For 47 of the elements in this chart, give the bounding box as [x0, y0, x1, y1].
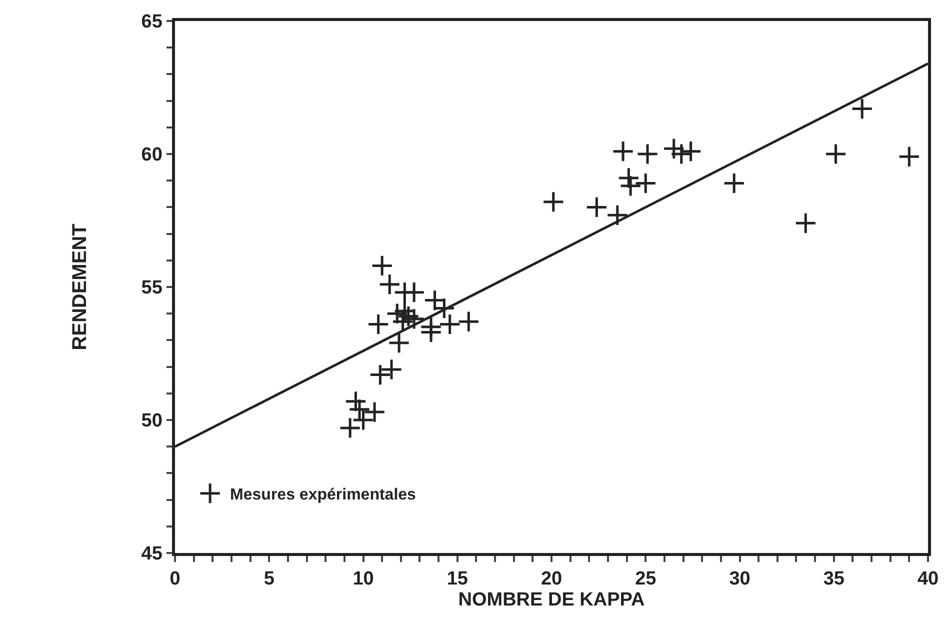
x-tick-label: 5 [264, 568, 275, 590]
point [364, 400, 386, 424]
point [438, 313, 461, 336]
point [371, 254, 394, 277]
point [378, 273, 401, 296]
point [397, 305, 420, 328]
point [542, 190, 564, 213]
point [352, 408, 374, 432]
point [851, 98, 874, 120]
point [618, 166, 640, 189]
x-tick-label: 0 [170, 568, 180, 590]
point [348, 398, 371, 420]
point [386, 302, 408, 325]
x-tick-label: 15 [446, 568, 468, 590]
point [388, 332, 410, 354]
point [723, 172, 746, 194]
point [612, 140, 634, 162]
x-tick-label: 10 [352, 568, 374, 590]
legend-label: Mesures expérimentales [230, 486, 416, 504]
x-tick-label: 35 [823, 568, 845, 590]
y-tick-label: 45 [141, 544, 163, 565]
point [344, 390, 367, 412]
x-tick-label: 20 [540, 568, 562, 590]
x-tick-label: 30 [729, 568, 750, 590]
point [634, 172, 657, 194]
point [824, 142, 847, 166]
point [586, 196, 608, 218]
point [339, 416, 362, 440]
y-tick-label: 60 [141, 144, 162, 166]
y-tick-label: 65 [141, 12, 163, 33]
y-tick-label: 50 [141, 410, 162, 432]
point [420, 321, 442, 344]
point [636, 142, 659, 166]
point [662, 138, 685, 160]
y-axis-title: RENDEMENT [68, 224, 91, 350]
point [369, 364, 392, 386]
x-axis-title: NOMBRE DE KAPPA [458, 590, 646, 611]
point [367, 313, 390, 336]
point [606, 204, 628, 226]
x-tick-label: 25 [635, 568, 657, 590]
y-tick-label: 55 [141, 278, 163, 299]
point [458, 310, 480, 333]
point [794, 212, 817, 234]
point [898, 146, 920, 168]
point [380, 358, 403, 381]
point [620, 174, 642, 197]
x-tick-label: 40 [917, 568, 939, 590]
